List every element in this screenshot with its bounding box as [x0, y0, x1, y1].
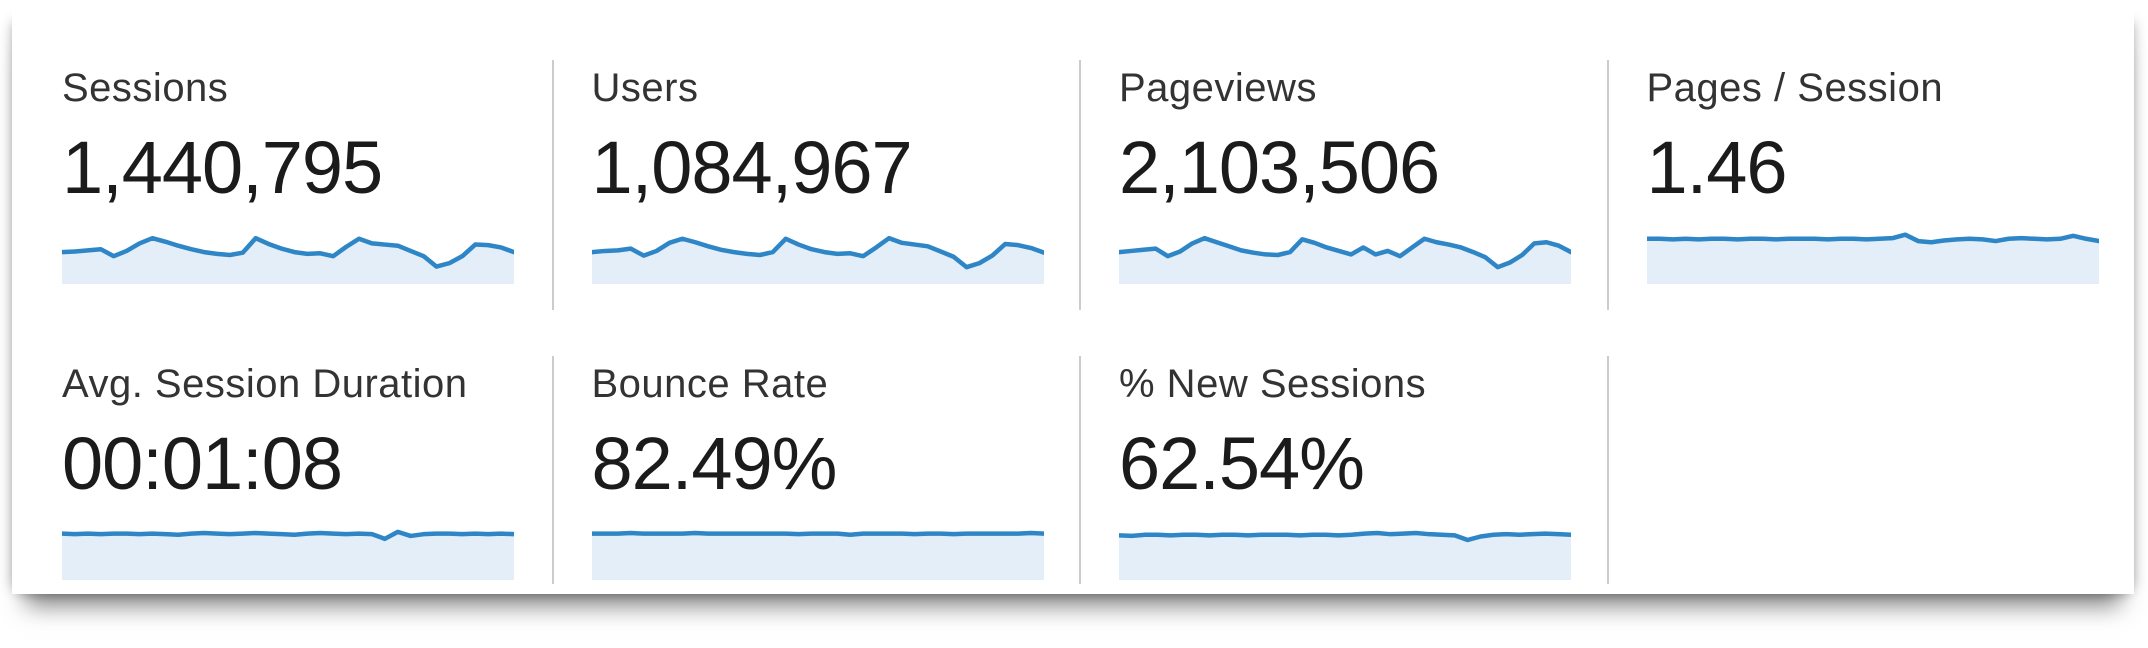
sparkline-chart	[591, 226, 1044, 284]
sparkline-fill	[62, 531, 514, 580]
metric-value: 1,440,795	[62, 126, 383, 209]
metric-value: 00:01:08	[62, 422, 343, 505]
metric-label: Pages / Session	[1646, 66, 1944, 110]
sparkline-fill	[591, 533, 1044, 580]
sparkline-line	[592, 533, 1044, 535]
sparkline-chart	[62, 226, 514, 284]
sparkline-line	[62, 532, 514, 539]
metric-label: Bounce Rate	[591, 362, 829, 406]
metric-label: Sessions	[62, 66, 229, 110]
sparkline-fill	[62, 238, 514, 284]
metric-value: 1,084,967	[591, 126, 913, 209]
metric-card-avg-session-duration: Avg. Session Duration 00:01:08	[24, 356, 552, 584]
metric-card-bounce-rate: Bounce Rate 82.49%	[551, 356, 1080, 584]
metric-label: Avg. Session Duration	[62, 362, 468, 406]
sparkline-chart	[1119, 522, 1571, 580]
sparkline-chart	[1646, 226, 2099, 284]
metric-card-sessions: Sessions 1,440,795	[24, 60, 552, 310]
metric-card-pages-per-session: Pages / Session 1.46	[1606, 60, 2135, 310]
metric-value: 1.46	[1646, 126, 1788, 209]
metric-value: 2,103,506	[1119, 126, 1440, 209]
sparkline-line	[1647, 235, 2099, 243]
metric-value: 82.49%	[591, 422, 838, 505]
empty-cell	[1606, 356, 2135, 584]
sparkline-line	[1119, 533, 1571, 540]
sparkline-fill	[591, 238, 1044, 284]
sparkline-chart	[62, 522, 514, 580]
metric-card-percent-new-sessions: % New Sessions 62.54%	[1079, 356, 1607, 584]
metric-label: Pageviews	[1119, 66, 1317, 110]
metric-card-users: Users 1,084,967	[551, 60, 1080, 310]
metrics-grid: Sessions 1,440,795 Users 1,084,967 Pagev…	[24, 60, 2134, 584]
metric-card-pageviews: Pageviews 2,103,506	[1079, 60, 1607, 310]
sparkline-fill	[1646, 234, 2099, 284]
metrics-overview-panel: Sessions 1,440,795 Users 1,084,967 Pagev…	[12, 8, 2134, 594]
sparkline-chart	[591, 522, 1044, 580]
sparkline-line	[592, 238, 1044, 267]
sparkline-chart	[1119, 226, 1571, 284]
metric-value: 62.54%	[1119, 422, 1365, 505]
sparkline-line	[62, 238, 514, 266]
sparkline-fill	[1119, 533, 1571, 580]
metric-label: Users	[591, 66, 699, 110]
metric-label: % New Sessions	[1119, 362, 1427, 406]
sparkline-line	[1119, 238, 1571, 267]
